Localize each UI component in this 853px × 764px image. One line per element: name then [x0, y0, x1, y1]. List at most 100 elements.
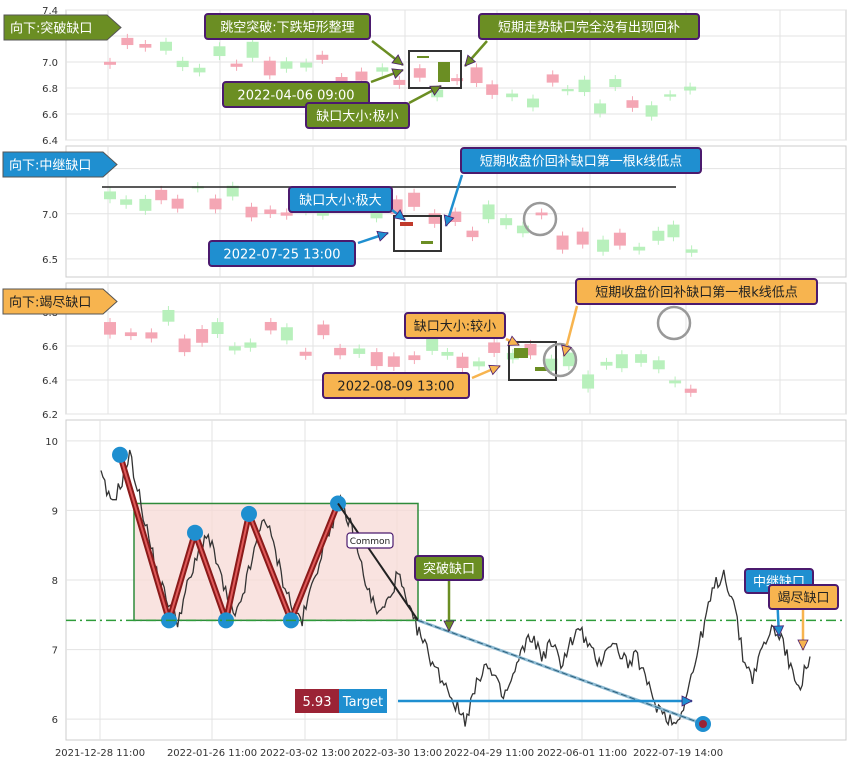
gap-label-exhaustion: 竭尽缺口: [768, 584, 839, 610]
candle-body-17: [408, 355, 421, 361]
candle-body-20: [466, 230, 479, 238]
arrow-3a-head: [507, 335, 520, 346]
candle-body-10: [280, 212, 293, 216]
target-value-text: 5.93: [303, 695, 332, 710]
candle-body-31: [664, 94, 677, 97]
candle-body-6: [211, 322, 224, 334]
target-value-box: [295, 689, 339, 713]
ann-breakout-rect: 跳空突破:下跌矩形整理: [204, 13, 371, 40]
candle-body-18: [431, 89, 444, 98]
main-xtick-6: 2022-07-19 14:00: [633, 748, 723, 759]
gap-label-breakout-box: [414, 555, 484, 581]
candle-body-28: [609, 79, 622, 88]
panel-ytick: 7.4: [42, 6, 58, 17]
candle-body-24: [535, 212, 548, 216]
candle-body-22: [500, 218, 513, 226]
panel-ytick: 6.2: [42, 410, 58, 421]
arrow-1a: [371, 40, 404, 66]
ann-breakout-rect-text: 跳空突破:下跌矩形整理: [220, 20, 354, 36]
candle-body-10: [280, 61, 293, 69]
candle-body-13: [334, 347, 347, 356]
arrow-3a: [505, 335, 520, 347]
candle-body-25: [556, 235, 569, 250]
candle-body-12: [317, 324, 330, 336]
fill-marker-2: [656, 305, 692, 341]
ann-size-3-box: [404, 312, 506, 339]
candle-body-29: [626, 100, 639, 108]
fill-marker: [522, 201, 558, 237]
arrow-3c-head: [561, 344, 573, 357]
arrow-2b: [357, 230, 389, 245]
target-arrow: [398, 695, 693, 707]
candle-body-4: [171, 198, 184, 209]
panel-ytick: 6.6: [42, 110, 58, 121]
arrow-2c: [443, 174, 464, 227]
arrow-1a-head: [391, 54, 404, 66]
ann-size-1-box: [305, 102, 410, 129]
ann-date-3-box: [322, 372, 470, 399]
candle-body-28: [600, 361, 613, 366]
ann-fill-2: 短期收盘价回补缺口第一根k线低点: [460, 147, 702, 174]
candle-body-32: [685, 249, 698, 253]
panel-ytick: 7.0: [42, 58, 58, 69]
gap-label-exhaustion-box: [768, 584, 839, 610]
panel-3-tag-shape: [2, 288, 118, 315]
fill-marker-1: [542, 342, 578, 378]
pivot-point-0: [112, 446, 128, 463]
ann-fill-3-text: 短期收盘价回补缺口第一根k线低点: [595, 285, 798, 301]
candle-body-24: [524, 343, 537, 356]
candle-body-31: [667, 224, 680, 238]
panel-2-tag-shape: [2, 151, 118, 178]
candle-body-15: [376, 67, 389, 72]
main-xtick-2: 2022-03-02 13:00: [260, 748, 350, 759]
common-label: Common: [346, 532, 394, 549]
ann-date-3-text: 2022-08-09 13:00: [337, 380, 454, 395]
gap-candle-2: [535, 367, 547, 371]
target-name-box: [339, 689, 387, 713]
candle-body-3: [159, 41, 172, 51]
ann-fill-2-text: 短期收盘价回补缺口第一根k线低点: [480, 154, 683, 170]
ann-no-fill: 短期走势缺口完全没有出现回补: [478, 13, 700, 40]
common-label-text: Common: [350, 537, 391, 547]
candle-body-30: [652, 230, 665, 241]
candle-body-32: [669, 380, 682, 384]
candle-body-28: [613, 232, 626, 246]
common-label-box: [346, 532, 394, 549]
ann-no-fill-text: 短期走势缺口完全没有出现回补: [498, 20, 680, 36]
panel-frame: [65, 145, 847, 278]
gap-label-breakout: 突破缺口: [414, 555, 484, 581]
panel-1-tag-text: 向下:突破缺口: [10, 21, 92, 37]
pivot-point-4: [241, 505, 257, 522]
panel-2-tag-text: 向下:中继缺口: [9, 158, 91, 174]
gap-candle-2: [421, 241, 433, 244]
candle-body-25: [545, 358, 558, 371]
panel-3-tag: 向下:竭尽缺口: [2, 288, 118, 315]
arrow-1c-head: [429, 85, 442, 96]
candle-body-27: [582, 374, 595, 389]
arrow-3c: [561, 305, 579, 357]
panel-ytick: 6.8: [42, 84, 58, 95]
candle-body-29: [615, 354, 628, 369]
candle-body-27: [594, 103, 607, 114]
candle-body-4: [176, 60, 189, 68]
candle-body-21: [482, 204, 495, 220]
target-label: 5.93 Target: [295, 689, 387, 713]
arrow-2a: [391, 209, 406, 221]
ann-size-2-text: 缺口大小:极大: [299, 194, 381, 209]
arrow-1c: [408, 84, 442, 105]
arrow-2c-head: [443, 214, 455, 227]
ann-size-1: 缺口大小:极小: [305, 102, 410, 129]
candle-body-18: [428, 213, 441, 224]
panel-candles: [104, 33, 697, 121]
candle-body-0: [104, 61, 116, 65]
candle-body-31: [652, 360, 665, 370]
gap-zoom-box: [393, 215, 442, 252]
target-name-text: Target: [342, 695, 383, 710]
candle-body-22: [488, 342, 501, 353]
panel-candles: [104, 305, 697, 397]
candle-body-21: [486, 84, 499, 95]
candle-body-20: [470, 67, 483, 84]
candle-body-0: [104, 322, 116, 335]
